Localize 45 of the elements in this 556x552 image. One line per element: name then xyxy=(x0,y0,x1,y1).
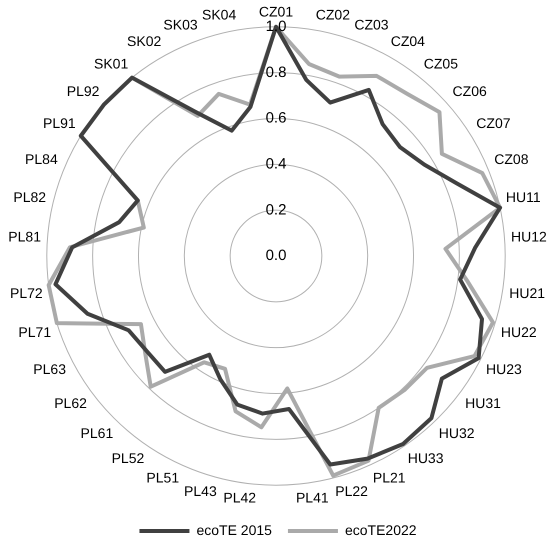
spoke-label: CZ06 xyxy=(452,83,488,100)
spoke-label: PL92 xyxy=(66,83,100,100)
legend-label: ecoTE 2015 xyxy=(196,522,272,538)
spoke-label: PL82 xyxy=(13,188,46,205)
spoke-label: CZ01 xyxy=(258,3,294,20)
spoke-label: CZ03 xyxy=(354,16,389,33)
spoke-label: HU31 xyxy=(465,395,502,412)
spoke-label: SK01 xyxy=(94,55,128,72)
spoke-label: HU21 xyxy=(509,285,546,302)
spoke-label: PL43 xyxy=(184,482,217,499)
spoke-label: HU11 xyxy=(506,188,541,205)
spoke-label: CZ04 xyxy=(390,33,426,50)
y-tick-label: 0.2 xyxy=(266,201,286,218)
spoke-label: PL22 xyxy=(335,482,368,499)
spoke-label: PL84 xyxy=(25,150,58,167)
y-tick-label: 0.6 xyxy=(266,110,286,127)
spoke-label: PL52 xyxy=(112,450,144,466)
spoke-label: HU12 xyxy=(510,228,547,244)
spoke-label: PL91 xyxy=(43,115,76,132)
spoke-label: HU33 xyxy=(408,450,444,466)
legend-label: ecoTE2022 xyxy=(344,522,417,538)
spoke-label: PL21 xyxy=(372,470,406,486)
y-tick-label: 0.8 xyxy=(266,64,286,81)
spoke-label: SK04 xyxy=(202,6,236,23)
spoke-label: PL71 xyxy=(18,324,52,340)
spoke-label: CZ08 xyxy=(494,150,529,167)
y-tick-label: 0.4 xyxy=(266,155,286,172)
spoke-label: PL81 xyxy=(8,228,42,244)
spoke-label: PL72 xyxy=(10,285,43,302)
spoke-label: CZ07 xyxy=(476,115,511,132)
spoke-label: SK03 xyxy=(163,16,198,33)
spoke-label: HU23 xyxy=(486,361,522,378)
spoke-label: CZ02 xyxy=(316,6,350,23)
spoke-label: SK02 xyxy=(127,33,162,50)
spoke-label: PL42 xyxy=(223,490,256,506)
spoke-label: PL51 xyxy=(146,470,180,486)
spoke-label: CZ05 xyxy=(424,55,458,72)
spoke-label: PL62 xyxy=(54,395,88,412)
spoke-label: PL61 xyxy=(80,425,114,442)
spoke-label: HU32 xyxy=(438,425,475,442)
y-tick-label: 1.0 xyxy=(266,18,286,35)
y-tick-label: 0.0 xyxy=(266,247,286,264)
spoke-label: PL41 xyxy=(296,490,329,506)
spoke-label: PL63 xyxy=(33,361,66,378)
spoke-label: HU22 xyxy=(500,324,537,340)
